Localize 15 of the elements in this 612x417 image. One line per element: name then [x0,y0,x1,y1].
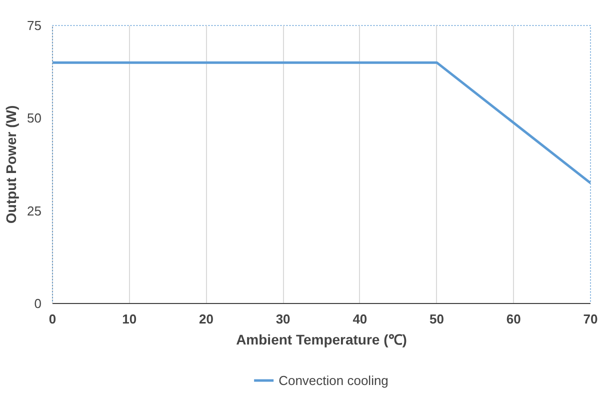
y-axis-title: Output Power (W) [3,105,20,224]
legend-label: Convection cooling [278,372,388,388]
x-tick-label: 20 [198,312,214,326]
x-tick-label: 30 [276,312,290,326]
x-tick-label: 60 [506,312,521,326]
x-tick-label: 0 [48,312,56,326]
y-tick-label: 75 [27,18,42,33]
x-axis-title: Ambient Temperature (℃) [236,332,407,348]
y-tick-label: 25 [27,203,42,218]
x-tick-label: 10 [122,312,137,326]
x-tick-label: 50 [430,312,444,326]
y-tick-label: 0 [34,296,42,311]
x-tick-label: 40 [352,312,368,326]
x-tick-label: 70 [583,312,598,326]
y-tick-label: 50 [27,110,42,126]
